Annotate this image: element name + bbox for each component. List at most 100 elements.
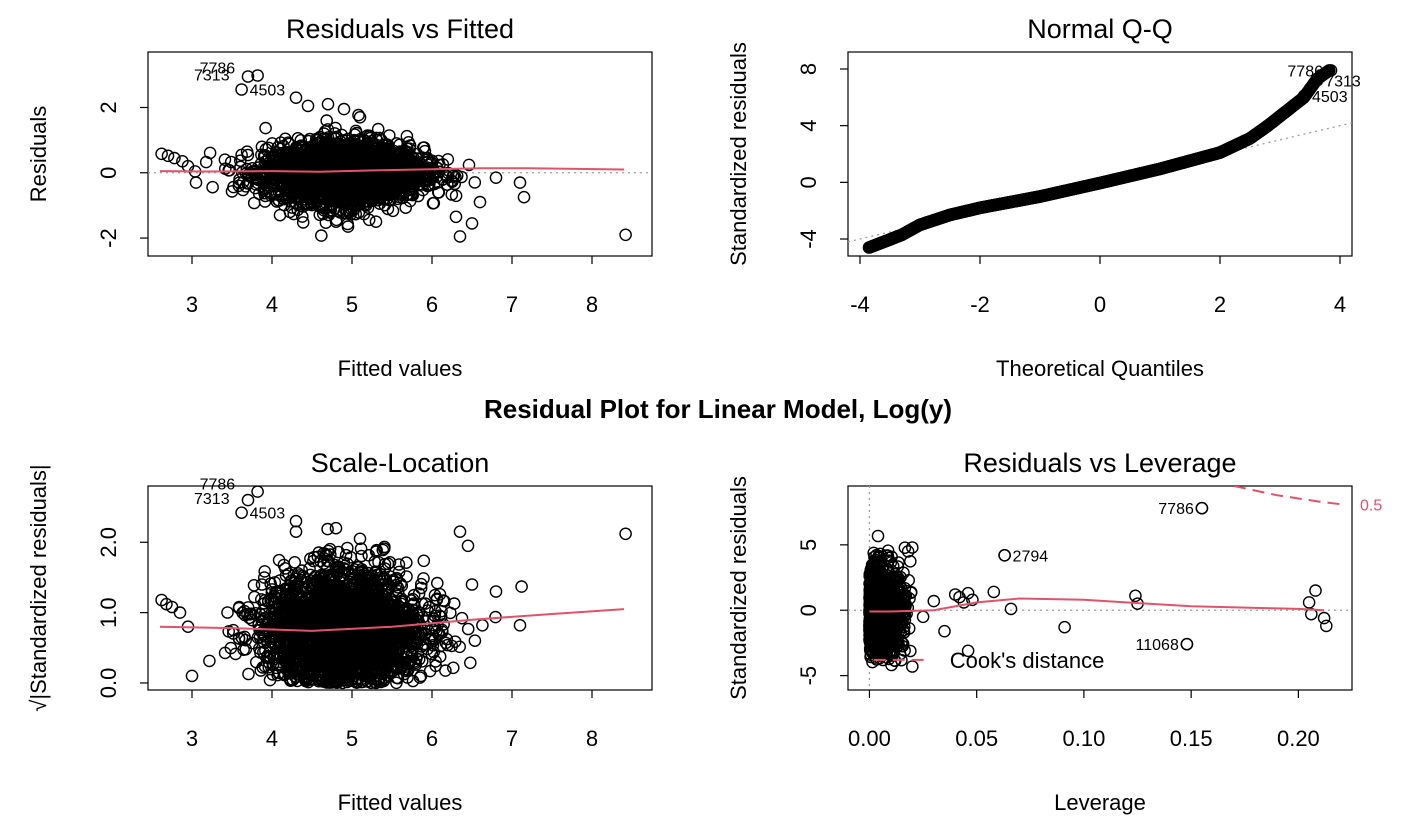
cloud-point [296, 139, 309, 153]
cloud-point [303, 562, 316, 575]
cloud-point [327, 180, 340, 194]
outlier-point [273, 208, 287, 222]
y-tick-label: 0 [96, 167, 121, 179]
outlier-point [341, 220, 355, 233]
cloud-point [362, 549, 376, 562]
cloud-point [234, 160, 247, 174]
x-tick-label: -2 [970, 292, 990, 317]
cloud-point [476, 619, 489, 632]
cloud-point [367, 184, 380, 198]
cloud-point [258, 186, 271, 200]
labeled-point [1297, 89, 1311, 103]
cloud-point [416, 141, 430, 154]
labeled-point [235, 83, 248, 96]
x-tick-label: 0 [1094, 292, 1106, 317]
outlier-point [489, 171, 503, 184]
outlier-point [517, 190, 531, 204]
cloud-point [296, 216, 310, 229]
y-tick-label: 0 [796, 176, 821, 188]
point-id-label: 4503 [1312, 89, 1348, 106]
cloud-point [453, 640, 467, 654]
cloud-point [364, 166, 377, 180]
cloud-point [321, 123, 335, 136]
cloud-point [436, 158, 450, 171]
cloud-point [439, 664, 452, 677]
cloud-point [292, 174, 305, 188]
outlier-point [449, 210, 463, 224]
cloud-point [403, 176, 417, 189]
cloud-point [339, 154, 353, 167]
cloud-point [427, 196, 441, 210]
x-tick-label: 5 [346, 726, 358, 751]
cloud-point [381, 202, 395, 216]
x-tick-label: -4 [850, 292, 870, 317]
cloud-point [344, 202, 357, 215]
point-id-label: 4503 [250, 83, 286, 100]
cloud-point [259, 142, 273, 156]
cloud-point [313, 130, 327, 144]
cloud-point [263, 156, 276, 170]
y-tick-label: -2 [96, 228, 121, 248]
cloud-point [322, 195, 335, 208]
cloud-point [379, 139, 393, 153]
plot-data-area [148, 69, 652, 243]
cloud-point [236, 183, 250, 197]
x-tick-label: 3 [186, 292, 198, 317]
point-id-label: 7313 [194, 67, 230, 84]
outlier-point [473, 195, 487, 209]
cloud-point [287, 207, 301, 221]
cloud-point [468, 176, 482, 189]
cloud-point [294, 148, 308, 162]
loess-smooth-line [159, 167, 625, 173]
cloud-point [242, 667, 255, 681]
x-tick-label: 6 [426, 292, 438, 317]
y-tick-label: -4 [796, 229, 821, 249]
figure-main-title: Residual Plot for Linear Model, Log(y) [484, 394, 952, 424]
cloud-point [248, 590, 261, 604]
x-tick-label: 4 [266, 292, 278, 317]
cloud-point [429, 655, 442, 668]
cloud-point [402, 135, 415, 149]
cloud-point [463, 656, 477, 670]
cloud-point [222, 625, 235, 638]
y-tick-label: 8 [796, 63, 821, 75]
x-tick-label: 7 [506, 292, 518, 317]
labeled-point [1324, 64, 1338, 77]
cloud-point [448, 177, 462, 191]
cloud-point [221, 606, 234, 619]
plot-frame [147, 51, 653, 257]
cloud-point [344, 208, 357, 221]
y-axis-label: √|Standardized residuals| [26, 464, 51, 711]
point-id-label: 7786 [200, 61, 236, 78]
cloud-point [403, 194, 417, 208]
plot-data-area [155, 486, 632, 690]
cloud-point [280, 148, 294, 162]
cloud-point [354, 542, 368, 556]
y-tick-label: 0.0 [96, 668, 121, 699]
outlier-point [155, 147, 168, 161]
plot-frame [147, 485, 653, 691]
cloud-point [258, 148, 272, 162]
cloud-point [439, 169, 453, 182]
x-tick-label: 2 [1214, 292, 1226, 317]
cloud-point [250, 172, 264, 185]
outlier-point [453, 230, 467, 243]
x-tick-label: 8 [586, 726, 598, 751]
cloud-point [405, 159, 419, 172]
cloud-point [227, 180, 240, 194]
cloud-point [318, 175, 332, 188]
cloud-point [263, 673, 277, 687]
cloud-point [293, 167, 307, 180]
y-axis-label: Residuals [26, 106, 51, 203]
outlier-point [369, 215, 383, 228]
cloud-point [446, 661, 460, 675]
cloud-point [266, 172, 280, 186]
x-tick-label: 6 [426, 726, 438, 751]
cloud-point [203, 146, 217, 160]
labeled-point [241, 70, 255, 83]
x-tick-label: 3 [186, 726, 198, 751]
cloud-point [321, 522, 334, 536]
cloud-point [414, 577, 428, 591]
